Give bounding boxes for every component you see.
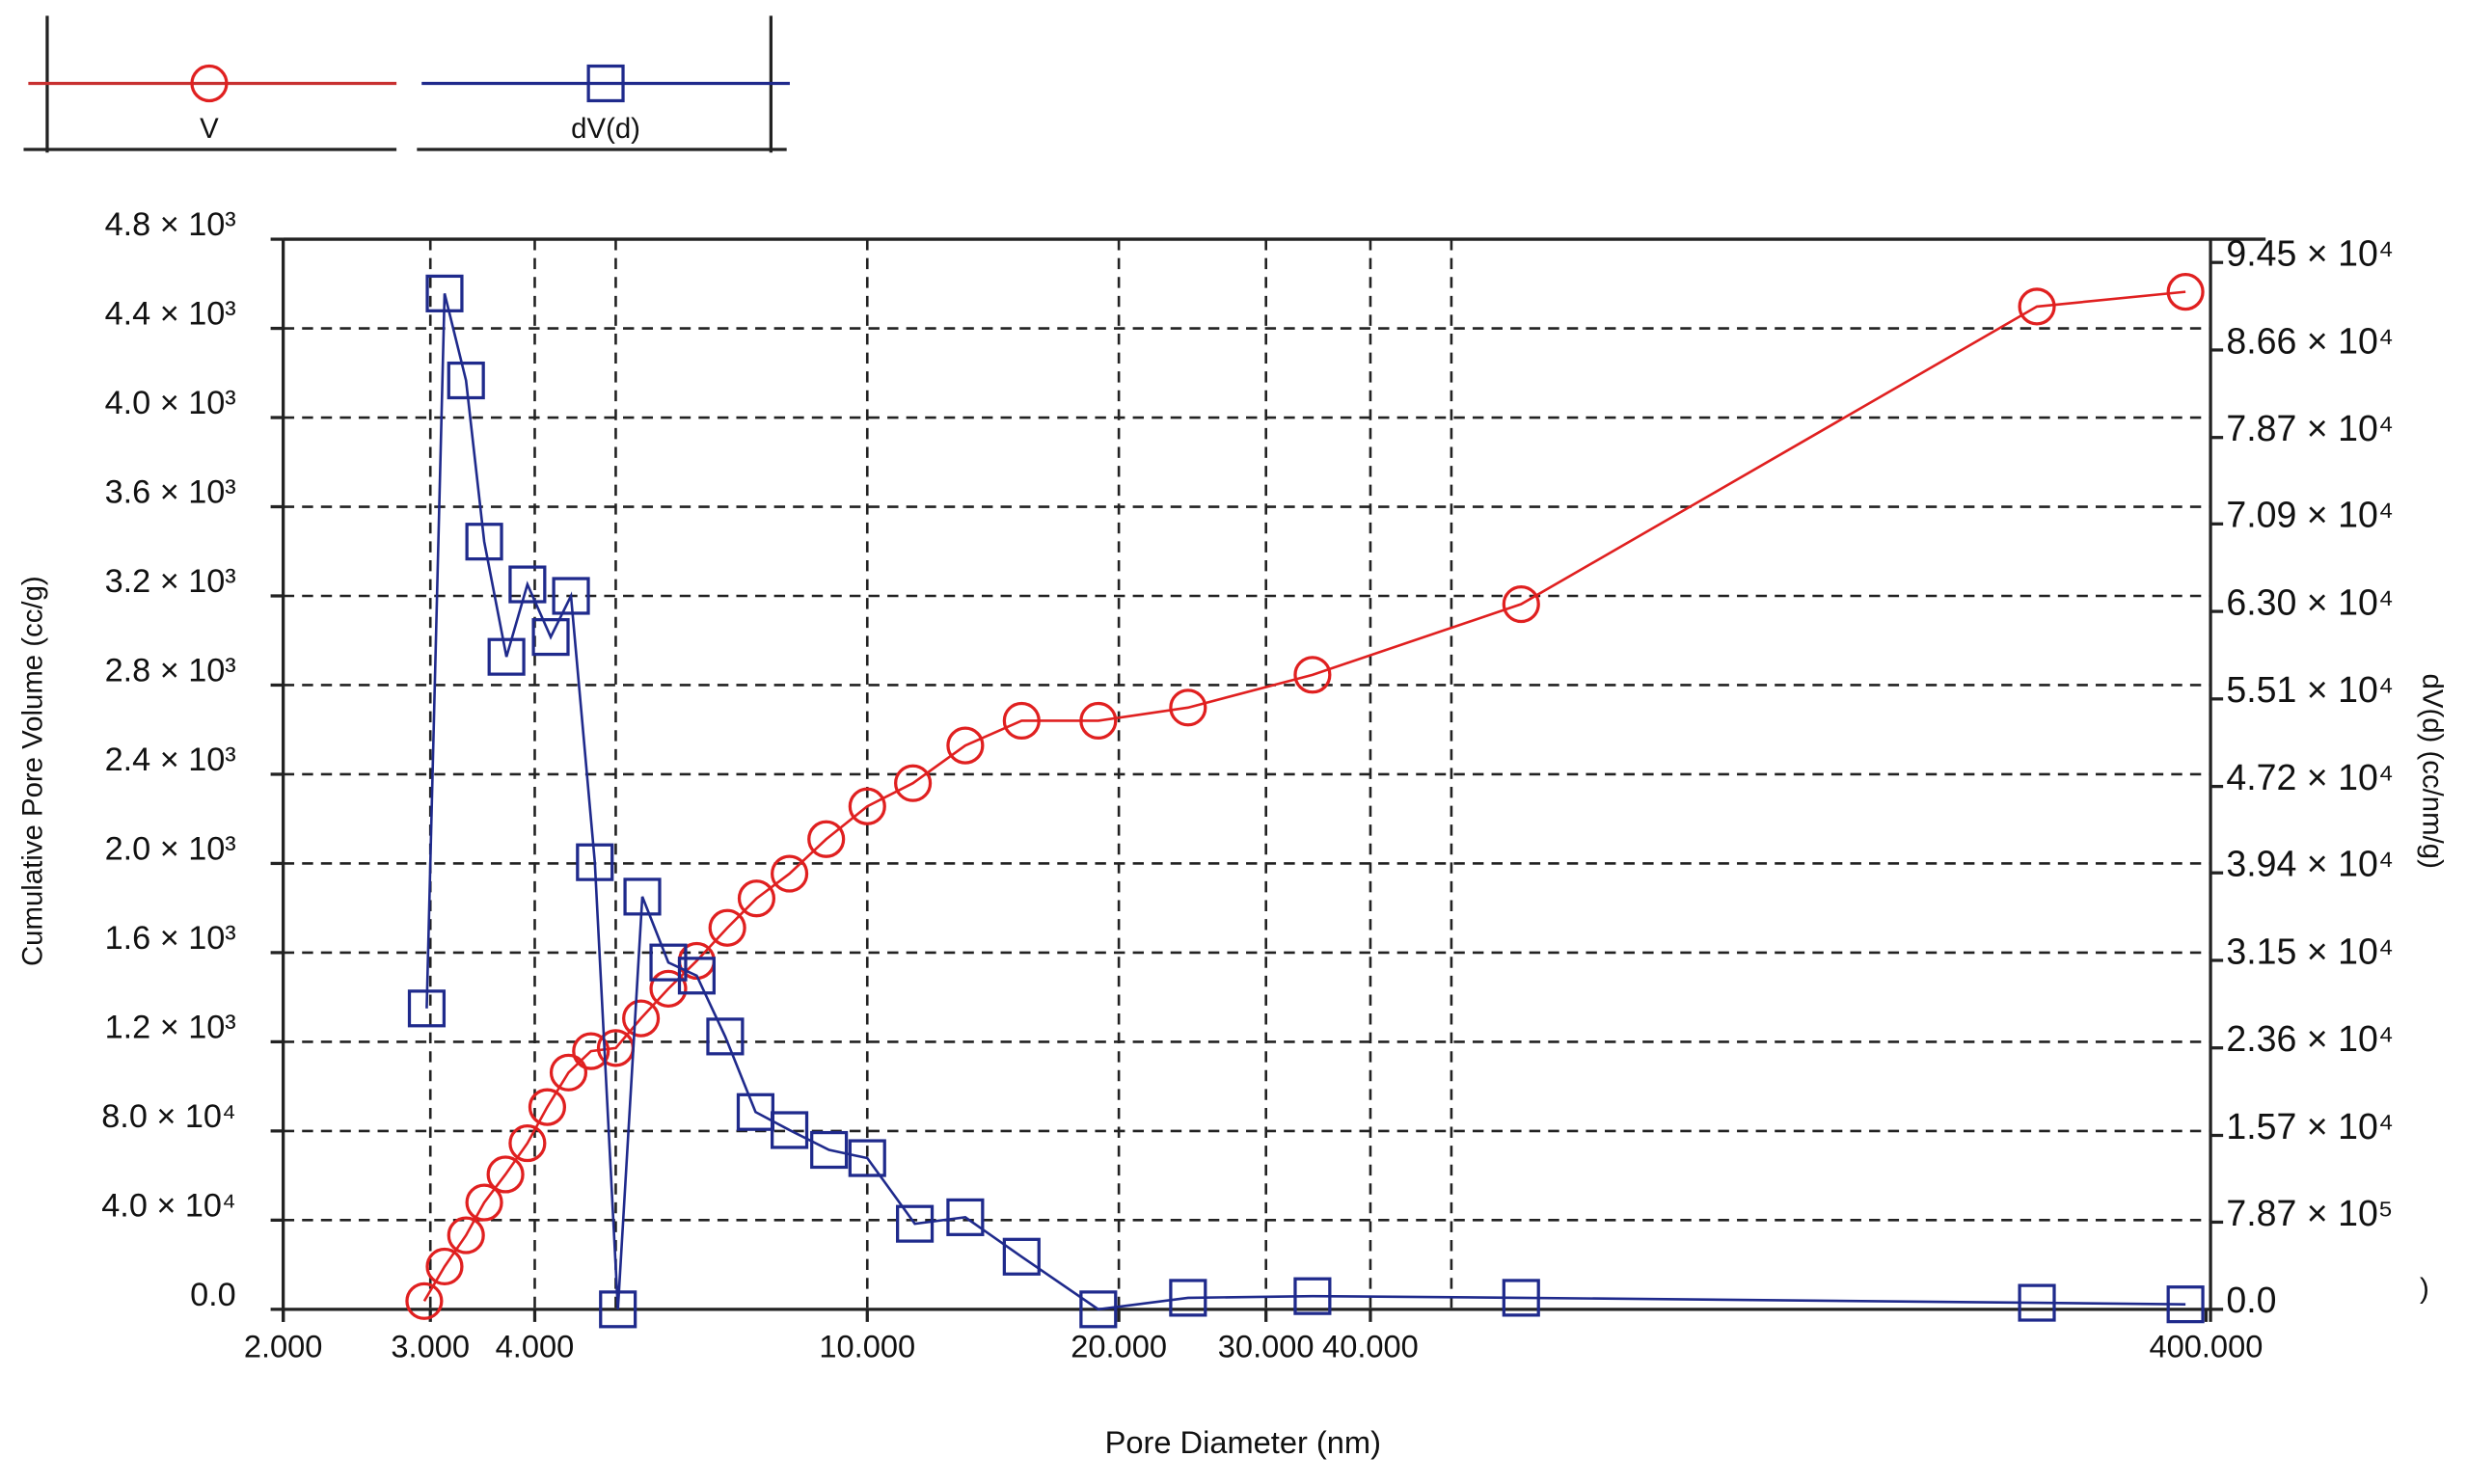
data-point: [848, 1139, 886, 1177]
y-tick-label: 0.0: [190, 1277, 236, 1313]
y2-tick-label: 0.0: [2226, 1280, 2276, 1320]
data-point: [599, 1290, 637, 1329]
y2-tick-label: 3.15 × 10⁴: [2226, 931, 2394, 971]
legend-label: V: [200, 113, 219, 145]
y-tick-label: 8.0 × 10⁴: [101, 1098, 235, 1135]
data-point: [894, 764, 933, 802]
y-tick-label: 4.4 × 10³: [105, 296, 236, 333]
data-point: [771, 854, 809, 893]
y2-tick-label: 1.57 × 10⁴: [2226, 1106, 2394, 1147]
data-point: [623, 877, 662, 916]
x-tick-label: 40.000: [1322, 1328, 1419, 1363]
data-point: [1002, 701, 1041, 741]
y2-tick-label: 5.51 × 10⁴: [2226, 669, 2394, 710]
y-tick-label: 4.0 × 10⁴: [101, 1187, 235, 1224]
series-line: [422, 290, 2186, 1302]
series-line: [425, 293, 2186, 1311]
data-point: [405, 1282, 444, 1320]
data-point: [737, 879, 776, 918]
y2-tick-label: 4.72 × 10⁴: [2226, 757, 2394, 797]
y2-tick-label: 7.87 × 10⁴: [2226, 408, 2394, 448]
data-point: [771, 1111, 809, 1149]
data-point: [407, 989, 447, 1028]
data-point: [447, 361, 485, 400]
data-point: [708, 908, 746, 947]
data-point: [549, 1053, 588, 1092]
y-axis-label: Cumulative Pore Volume (cc/g): [17, 576, 49, 966]
data-point: [622, 999, 661, 1038]
y-tick-label: 1.2 × 10³: [105, 1009, 236, 1045]
data-point: [552, 577, 590, 615]
data-point: [810, 1130, 849, 1170]
data-point: [508, 565, 547, 604]
data-point: [1502, 1279, 1540, 1317]
data-point: [649, 969, 688, 1008]
stray-text: ): [2420, 1273, 2429, 1305]
data-point: [465, 523, 503, 561]
data-point: [1002, 1237, 1041, 1276]
y-tick-label: 4.0 × 10³: [105, 385, 236, 421]
y-tick-label: 2.8 × 10³: [105, 652, 236, 688]
data-point: [1293, 1277, 1332, 1315]
data-point: [677, 957, 716, 995]
data-point: [807, 820, 846, 858]
data-point: [531, 618, 570, 657]
y-tick-label: 3.2 × 10³: [105, 563, 236, 600]
data-point: [1079, 1290, 1118, 1329]
y2-tick-label: 7.87 × 10⁵: [2226, 1193, 2393, 1233]
data-point: [1169, 1279, 1207, 1317]
data-point: [528, 1088, 567, 1126]
x-tick-label: 4.000: [496, 1328, 575, 1363]
x-tick-label: 400.000: [2149, 1328, 2263, 1363]
y2-tick-label: 7.09 × 10⁴: [2226, 495, 2394, 535]
data-point: [946, 726, 985, 765]
data-point: [2018, 287, 2056, 326]
y2-tick-label: 3.94 × 10⁴: [2226, 844, 2394, 884]
y-tick-label: 2.0 × 10³: [105, 830, 236, 867]
data-point: [1169, 688, 1207, 727]
data-point: [1079, 701, 1118, 741]
x-tick-label: 3.000: [391, 1328, 470, 1363]
data-point: [2166, 1285, 2205, 1324]
y-tick-label: 1.6 × 10³: [105, 920, 236, 957]
data-point: [572, 1032, 610, 1070]
x-tick-label: 30.000: [1218, 1328, 1315, 1363]
legend-marker: [190, 64, 229, 103]
data-point: [425, 274, 464, 312]
data-point: [447, 1216, 485, 1255]
x-tick-label: 20.000: [1071, 1328, 1167, 1363]
data-point: [649, 943, 688, 982]
y-tick-label: 4.8 × 10³: [105, 206, 236, 243]
data-point: [706, 1017, 745, 1056]
y2-axis-label: dV(d) (cc/nm/g): [2417, 674, 2449, 869]
data-point: [2166, 273, 2205, 311]
data-point: [946, 1198, 985, 1236]
legend: V dV(d): [23, 15, 790, 153]
data-point: [487, 637, 526, 676]
y2-tick-label: 2.36 × 10⁴: [2226, 1018, 2394, 1059]
legend-marker: [586, 64, 625, 103]
y2-tick-label: 6.30 × 10⁴: [2226, 581, 2394, 622]
y2-tick-label: 9.45 × 10⁴: [2226, 233, 2394, 274]
data-point: [896, 1204, 935, 1243]
x-tick-label: 10.000: [819, 1328, 915, 1363]
y2-tick-label: 8.66 × 10⁴: [2226, 320, 2394, 361]
x-tick-label: 2.000: [244, 1328, 323, 1363]
y-tick-label: 2.4 × 10³: [105, 742, 236, 778]
legend-label: dV(d): [571, 113, 640, 145]
data-point: [1293, 656, 1332, 694]
data-point: [425, 1247, 464, 1286]
data-point: [2018, 1283, 2056, 1322]
data-point: [465, 1183, 503, 1222]
data-point: [508, 1124, 547, 1163]
data-point: [486, 1155, 525, 1194]
x-axis-label: Pore Diameter (nm): [1105, 1424, 1381, 1460]
data-point: [848, 787, 886, 825]
data-point: [576, 843, 614, 881]
data-point: [1502, 584, 1540, 624]
y-tick-label: 3.6 × 10³: [105, 473, 236, 510]
